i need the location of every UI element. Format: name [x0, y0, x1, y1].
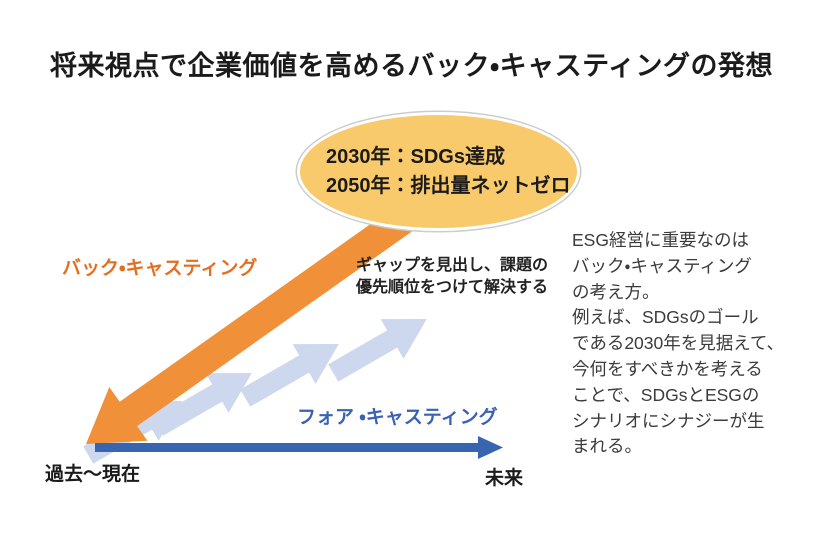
page-title: 将来視点で企業価値を高めるバック・キャスティングの発想 [49, 51, 774, 81]
forecast-step-arrow-2-icon [153, 373, 252, 436]
timeline-arrow-shaft [95, 443, 478, 452]
forecast-step-arrow-4-icon [328, 319, 427, 382]
side-note: ESG経営に重要なのは バック・キャスティング の考え方。 例えば、SDGsのゴ… [572, 230, 785, 457]
forecast-step-arrow-3-icon [240, 344, 339, 407]
past-label: 過去〜現在 [45, 464, 141, 485]
backcasting-label: バック・キャスティング [62, 258, 258, 279]
goal-ellipse-text: 2030年：SDGs達成 2050年：排出量ネットゼロ [326, 145, 571, 197]
timeline-arrowhead-icon [478, 436, 503, 459]
backcast-arrow-icon [86, 205, 414, 444]
gap-note: ギャップを見出し、課題の 優先順位をつけて解決する [355, 257, 548, 296]
future-label: 未来 [485, 468, 524, 489]
goal-ellipse: 2030年：SDGs達成 2050年：排出量ネットゼロ [300, 115, 577, 228]
forecasting-label: フォア ・キャスティング [297, 407, 498, 428]
